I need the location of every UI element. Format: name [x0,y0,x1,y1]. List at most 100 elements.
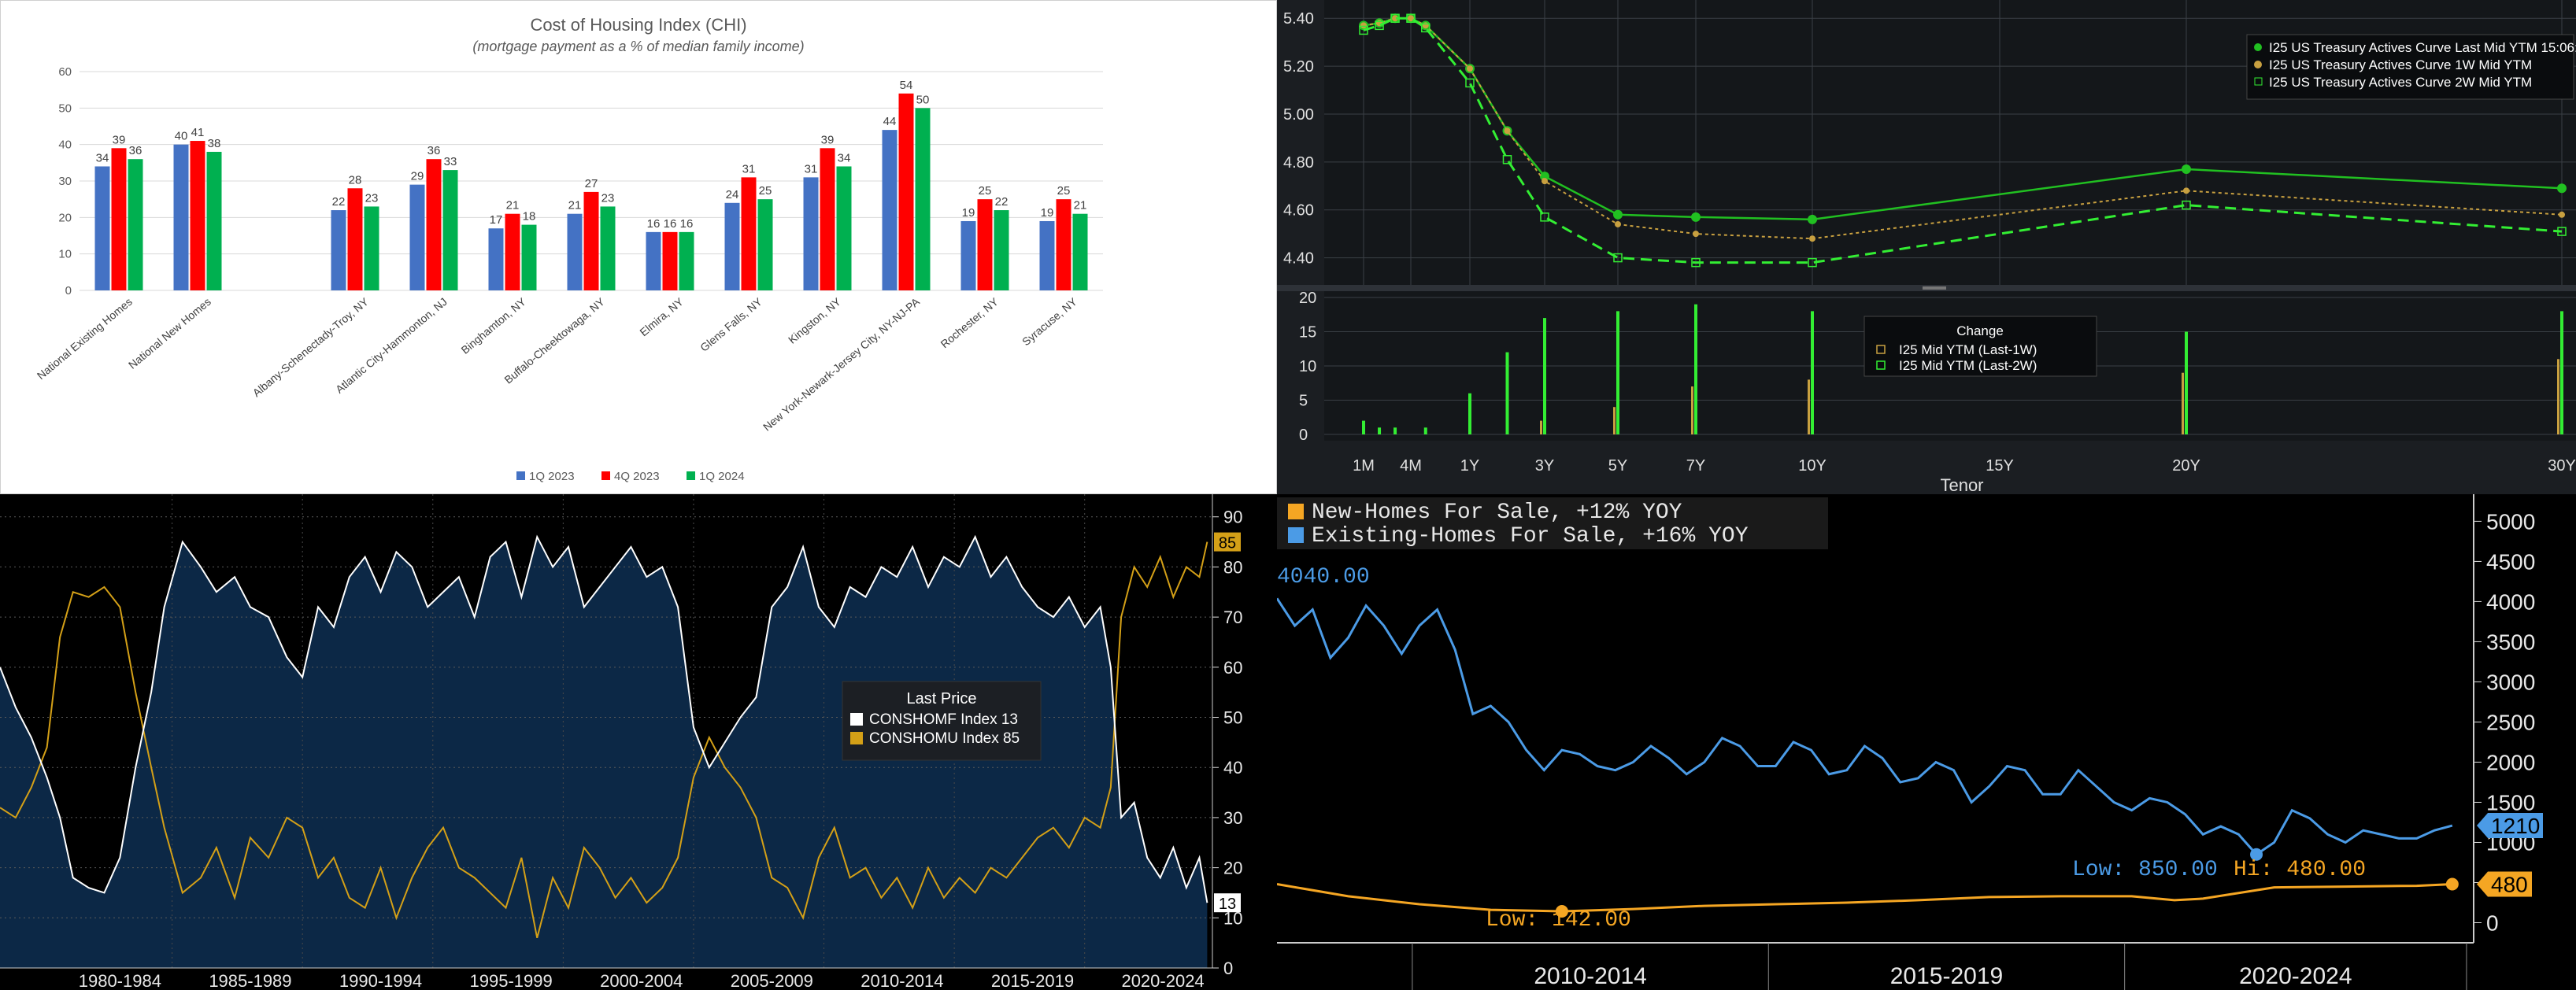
data-label: 27 [585,177,598,190]
chi-chart-panel: Cost of Housing Index (CHI) (mortgage pa… [0,0,1277,494]
x-tick-label: 1995-1999 [470,971,553,990]
start-value-label: 4040.00 [1277,565,1370,589]
x-tick-label: National Existing Homes [35,295,135,382]
bar [2182,372,2184,434]
x-tick-label: 4M [1400,457,1422,475]
y-tick-label: 1500 [2486,790,2535,815]
x-tick-label: 20Y [2172,457,2200,475]
data-point [1421,23,1430,33]
chi-subtitle: (mortgage payment as a % of median famil… [472,39,804,54]
data-point [1390,13,1400,23]
legend-label: 4Q 2023 [614,470,660,483]
bar [190,141,205,290]
legend-swatch [850,732,863,744]
bar [409,184,425,290]
data-point [1540,212,1549,222]
data-label: 25 [759,184,772,198]
data-point [1375,20,1384,31]
legend-marker [2254,43,2262,51]
x-tick-label: 2010-2014 [861,971,943,990]
data-point [1360,22,1367,29]
treasury-chart: 4.40 4.60 4.80 5.00 5.20 5.40 I25 US Treasury … [1277,0,2576,494]
bar [646,231,661,290]
y-tick-label: 5.40 [1283,10,1314,28]
y-tick-label: 20 [1223,859,1242,878]
y-tick-label: 2000 [2486,750,2535,774]
y-tick-label: 0 [65,284,72,297]
x-tick-label: 15Y [1986,457,2014,475]
bar [488,228,504,290]
x-tick-label: New York-Newark-Jersey City, NY-NJ-PA [761,295,922,434]
x-tick-label: Binghamton, NY [459,295,529,356]
data-point [1467,65,1473,72]
x-tick-label: 10Y [1798,457,1827,475]
bar [1543,318,1546,434]
legend-swatch [1288,527,1304,543]
bar [2185,331,2188,434]
legend-label: I25 US Treasury Actives Curve 1W Mid YTM [2269,57,2532,72]
y-tick-label: 40 [58,139,72,152]
y-tick-label: 15 [1299,324,1316,342]
last-value-label: 13 [1219,896,1236,913]
legend-label: I25 US Treasury Actives Curve 2W Mid YTM [2269,75,2532,90]
legend-box [1277,497,1828,549]
y-tick-label: 4.40 [1283,250,1314,268]
bar [1039,220,1055,290]
bar [679,231,694,290]
legend-swatch [687,471,695,480]
x-tick-label: 2015-2019 [991,971,1074,990]
bar [583,191,599,290]
x-tick-label: 2010-2014 [1534,963,1646,989]
y-tick-label: 30 [1223,808,1242,828]
bar [1811,311,1814,434]
bar [1468,393,1471,434]
y-tick-label: 0 [1223,959,1233,978]
bar [1393,427,1397,434]
legend-label: I25 Mid YTM (Last-2W) [1899,358,2037,373]
data-label: 23 [365,191,379,205]
x-tick-label: 30Y [2548,457,2576,475]
bar [567,213,583,290]
bar [1423,427,1427,434]
legend-label: I25 Mid YTM (Last-1W) [1899,342,2037,357]
last-value-tag [2477,813,2543,839]
chi-chart: Cost of Housing Index (CHI) (mortgage pa… [35,15,1103,483]
low-marker [2250,848,2263,861]
last-value-tag [2477,871,2532,897]
bar [820,148,835,290]
bar [994,210,1009,290]
existing-low-label: Low: 850.00 [2072,858,2218,882]
legend-title: Change [1956,323,2004,338]
x-tick-label: 1990-1994 [339,971,422,990]
x-tick-label: 2005-2009 [731,971,813,990]
series-line [1277,597,2453,856]
legend-label: CONSHOMU Index 85 [869,730,1020,747]
data-point [1406,13,1416,23]
bar [442,170,458,290]
bar [2560,311,2563,434]
homes-chart: 0500100015002000250030003500400045005000… [1277,494,2543,990]
data-label: 31 [742,162,756,175]
bar [1691,386,1693,434]
legend-label: New-Homes For Sale, +12% YOY [1312,501,1682,525]
y-tick-label: 20 [1299,290,1316,307]
data-label: 16 [680,217,694,231]
bar [836,166,852,290]
bar [600,206,616,290]
y-tick-label: 2500 [2486,710,2535,734]
data-point [2557,227,2567,236]
data-point [2182,164,2191,174]
x-tick-label: 7Y [1686,457,1705,475]
series-line [0,534,1208,903]
data-point [1808,257,1817,268]
data-point [2183,187,2189,194]
legend-box [842,681,1042,761]
data-label: 34 [838,151,851,164]
y-tick-label: 4.80 [1283,154,1314,172]
x-tick-label: National New Homes [126,295,213,371]
bar [915,108,931,290]
bar [977,199,993,290]
data-point [1693,231,1699,238]
data-point [1465,78,1475,88]
data-point [1422,22,1429,29]
